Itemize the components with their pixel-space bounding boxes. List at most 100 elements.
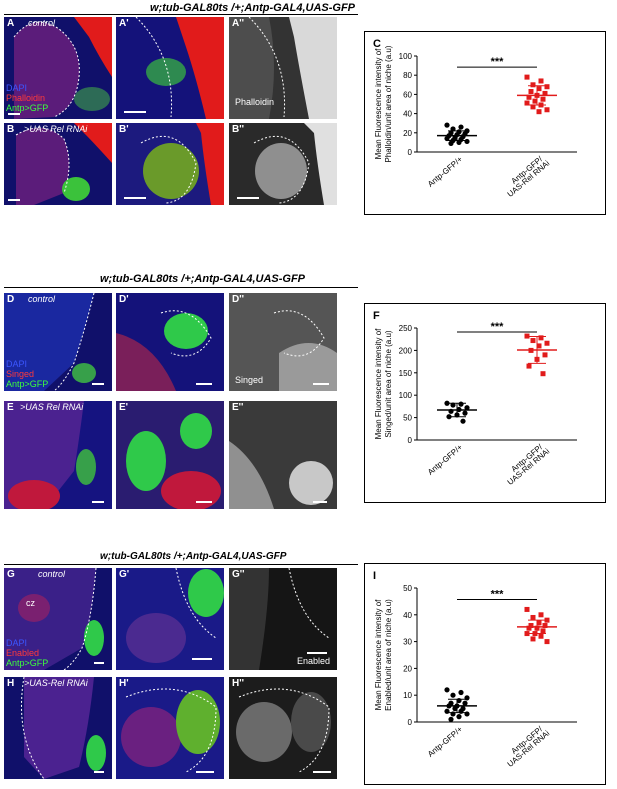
- panel-h-condition: >UAS-Rel RNAi: [24, 678, 88, 688]
- panel-e-prime-image: E': [116, 401, 224, 509]
- chart-f: F 0 50 100 150 200 250 Mean Fluorescence intens…: [373, 310, 577, 487]
- data-point: [544, 639, 550, 645]
- significance-label: ***: [491, 321, 505, 333]
- panel-b-prime-image: B': [116, 123, 224, 205]
- data-point: [464, 405, 470, 411]
- y-axis-label: Phalloidin/unit area of niche (a.u): [384, 45, 393, 162]
- panel-b-label: B: [7, 124, 15, 135]
- panel-g-tissue: [4, 568, 104, 670]
- y-axis-label: Mean Fluorescence intensity of: [374, 599, 383, 711]
- scale-bar: [313, 383, 329, 385]
- chart-f-frame: F 0 50 100 150 200 250 Mean Fluorescence intens…: [364, 303, 606, 503]
- y-tick-label: 40: [403, 611, 412, 620]
- panel-b-condition: >UAS Rel RNAi: [24, 124, 88, 134]
- data-point: [448, 716, 454, 722]
- panel-g-condition: control: [38, 569, 66, 579]
- panel-a-condition: control: [28, 18, 56, 28]
- panel-e-condition: >UAS Rel RNAi: [20, 402, 84, 412]
- row1-genotype-header: w;tub-GAL80ts /+;Antp-GAL4,UAS-GFP: [150, 2, 356, 14]
- legend-antp-gfp: Antp>GFP: [6, 379, 49, 389]
- data-point: [450, 126, 456, 132]
- y-axis-label: Singed/unit area of niche (a.u): [384, 330, 393, 438]
- data-point: [444, 122, 450, 128]
- data-point: [542, 90, 548, 96]
- legend-singed: Singed: [6, 369, 35, 379]
- panel-h-prime-tissue: [121, 688, 220, 773]
- scale-bar: [313, 771, 331, 773]
- data-point: [460, 418, 466, 424]
- panel-b-double-prime-tissue: [253, 123, 337, 205]
- data-point: [542, 352, 548, 358]
- panel-g-legend: DAPI Enabled Antp>GFP: [6, 638, 48, 668]
- panel-b-prime-tissue: [140, 123, 224, 205]
- y-tick-label: 200: [399, 346, 413, 355]
- panel-a-label: A: [7, 18, 15, 29]
- panel-a-double-prime-image: A'' Phalloidin: [229, 17, 337, 119]
- panel-d-prime-tissue: [116, 310, 212, 391]
- data-point: [458, 401, 464, 407]
- scale-bar: [124, 197, 146, 199]
- data-point: [452, 706, 458, 712]
- scale-bar: [8, 199, 20, 201]
- panel-a-prime-label: A': [119, 18, 129, 29]
- data-point: [536, 620, 542, 626]
- panel-b-tissue: [15, 123, 112, 205]
- row2-header-rule: [4, 287, 358, 288]
- significance-label: ***: [491, 56, 505, 68]
- scale-bar: [237, 197, 259, 199]
- panel-b-double-prime-label: B'': [232, 124, 244, 135]
- panel-h-tissue: [21, 677, 106, 779]
- panel-h-prime-image: H': [116, 677, 224, 779]
- panel-inline-label: Enabled: [297, 656, 331, 666]
- panel-inline-label: Singed: [235, 375, 264, 385]
- data-point: [530, 104, 536, 110]
- y-tick-label: 0: [408, 436, 413, 445]
- data-point: [524, 631, 530, 637]
- scale-bar: [196, 771, 214, 773]
- row3-header-rule: [4, 564, 358, 565]
- y-tick-label: 40: [403, 110, 412, 119]
- panel-g-double-prime-label: G'': [232, 569, 245, 580]
- panel-g-image: G control cz DAPI Enabled Antp>GFP: [4, 568, 112, 670]
- panel-e-prime-label: E': [119, 402, 129, 413]
- data-point: [530, 614, 536, 620]
- legend-dapi: DAPI: [6, 359, 28, 369]
- legend-phalloidin: Phalloidin: [6, 93, 46, 103]
- row1-header-rule: [4, 14, 358, 15]
- scale-bar: [307, 652, 327, 654]
- panel-b-prime-label: B': [119, 124, 129, 135]
- panel-h-double-prime-image: H'': [229, 677, 337, 779]
- panel-a-double-prime-label: A'': [232, 18, 244, 29]
- data-point: [462, 410, 468, 416]
- panel-a-image: A control DAPI Phalloidin Antp>GFP: [4, 17, 112, 119]
- legend-antp-gfp: Antp>GFP: [6, 103, 49, 113]
- data-point: [450, 692, 456, 698]
- panel-e-tissue: [4, 401, 96, 509]
- panel-inline-label: Phalloidin: [235, 97, 275, 107]
- y-tick-label: 100: [399, 52, 413, 61]
- data-point: [540, 96, 546, 102]
- panel-d-double-prime-image: D'' Singed: [229, 293, 337, 391]
- panel-b-image: B >UAS Rel RNAi: [4, 123, 112, 205]
- chart-c-frame: C 0 20 40 60 80 100 Mean Fluorescence intensity…: [364, 31, 606, 215]
- panel-a-double-prime-tissue: [229, 17, 337, 119]
- panel-h-label: H: [7, 678, 15, 689]
- panel-g-double-prime-image: G'' Enabled: [229, 568, 337, 670]
- panel-b-double-prime-image: B'': [229, 123, 337, 205]
- legend-dapi: DAPI: [6, 638, 28, 648]
- scale-bar: [94, 662, 104, 664]
- data-point: [456, 139, 462, 145]
- data-point: [528, 623, 534, 629]
- y-axis-label: Mean Fluorescence intensity of: [374, 328, 383, 440]
- x-category-label: Antp-GFP/+: [426, 724, 465, 758]
- data-point: [530, 82, 536, 88]
- row3-genotype-header: w;tub-GAL80ts /+;Antp-GAL4,UAS-GFP: [100, 551, 287, 562]
- data-point: [530, 636, 536, 642]
- chart-panel-label: C: [373, 38, 381, 50]
- y-axis-label: Enabled/unit area of niche (a.u): [384, 599, 393, 711]
- data-point: [444, 135, 450, 142]
- panel-a-tissue: [13, 17, 112, 119]
- y-tick-label: 20: [403, 664, 412, 673]
- panel-d-double-prime-label: D'': [232, 294, 244, 305]
- data-point: [542, 623, 548, 629]
